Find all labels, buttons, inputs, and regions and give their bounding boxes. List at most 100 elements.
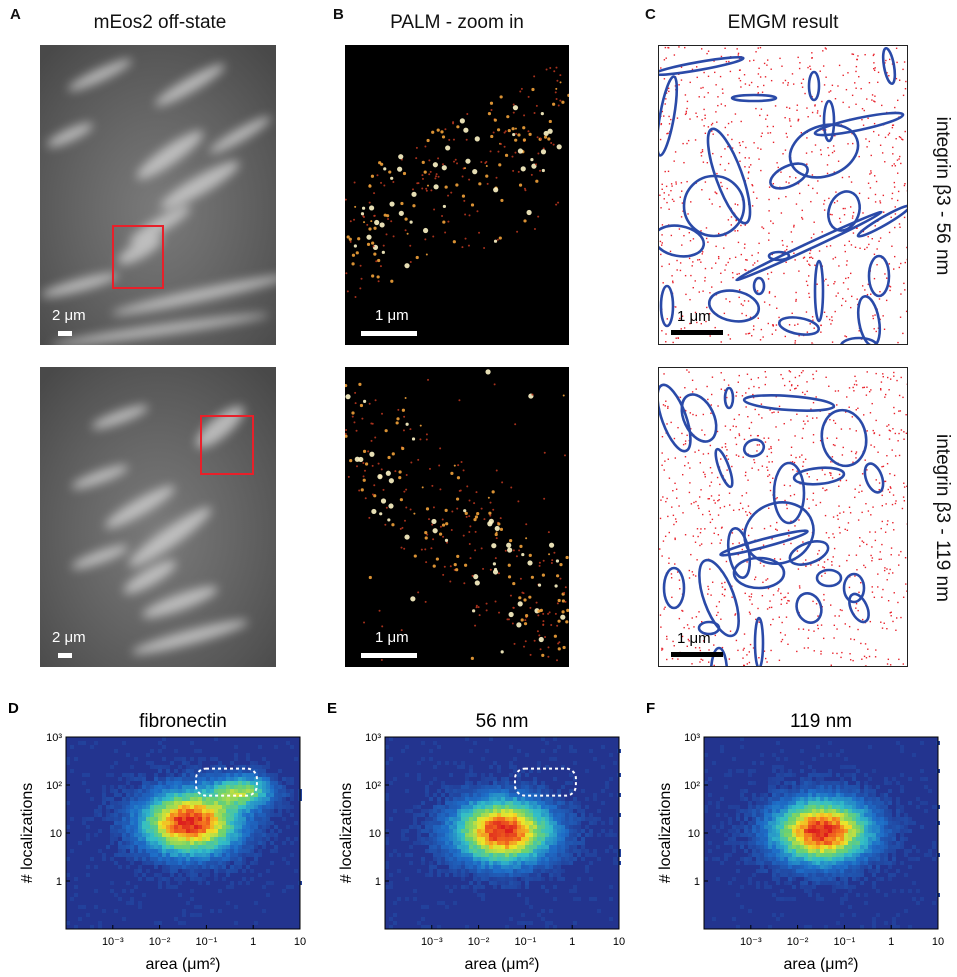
x-tick-label: 10⁻² [149, 936, 171, 948]
x-axis-label: area (μm²) [146, 956, 221, 972]
panel-letter-b: B [333, 6, 344, 23]
cluster-ellipse [881, 47, 897, 84]
y-tick-label: 10 [50, 828, 62, 840]
cluster-ellipse [778, 315, 820, 338]
panel-letter-a: A [10, 6, 21, 23]
panel-title-b: PALM - zoom in [345, 12, 569, 34]
scale-bar-label: 1 μm [375, 629, 409, 646]
palm-image-bottom: 1 μm [345, 367, 569, 667]
cluster-ellipse [755, 618, 763, 667]
x-tick-label: 10⁻³ [102, 936, 124, 948]
cluster-ellipse [869, 256, 889, 296]
x-tick-label: 10⁻³ [421, 936, 443, 948]
scale-bar-label: 2 μm [52, 307, 86, 324]
cluster-ellipse [856, 203, 908, 240]
gaussian-ellipses [659, 47, 908, 345]
cluster-ellipse [734, 558, 784, 588]
scale-bar-label: 1 μm [375, 307, 409, 324]
row-label-top: integrin β3 - 56 nm [931, 106, 953, 286]
cluster-ellipse [659, 222, 706, 260]
x-tick-label: 10⁻² [787, 936, 809, 948]
y-tick-label: 10³ [684, 732, 700, 744]
x-tick-label: 1 [569, 936, 575, 948]
y-axis-label: # localizations [19, 783, 36, 884]
x-tick-label: 10 [613, 936, 625, 948]
x-axis-label: area (μm²) [784, 956, 859, 972]
panel-letter: F [646, 700, 655, 717]
x-axis-label: area (μm²) [465, 956, 540, 972]
micrograph-top: 2 μm [40, 45, 276, 345]
y-tick-label: 1 [694, 876, 700, 888]
x-tick-label: 10 [294, 936, 306, 948]
cluster-ellipse [684, 176, 744, 236]
gaussian-ellipses [659, 381, 887, 667]
cluster-ellipse [735, 209, 883, 282]
x-tick-label: 1 [888, 936, 894, 948]
scale-bar [361, 653, 417, 658]
panel-letter: D [8, 700, 19, 717]
x-tick-label: 10 [932, 936, 944, 948]
scale-bar [361, 331, 417, 336]
y-tick-label: 10² [684, 780, 700, 792]
cluster-ellipse [774, 463, 804, 523]
cluster-ellipse [809, 72, 819, 100]
cluster-ellipse [845, 591, 872, 625]
zoom-region-box [112, 225, 164, 289]
micrograph-bottom: 2 μm [40, 367, 276, 667]
x-tick-label: 10⁻¹ [196, 936, 218, 948]
row-label-bottom: integrin β3 - 119 nm [931, 428, 953, 608]
cluster-ellipse [744, 393, 835, 413]
x-tick-label: 1 [250, 936, 256, 948]
chart-title: 56 nm [476, 711, 529, 732]
x-tick-label: 10⁻¹ [515, 936, 537, 948]
cluster-ellipse [754, 278, 764, 294]
cluster-ellipse [711, 648, 727, 667]
panel-title-a: mEos2 off-state [40, 12, 280, 34]
emgm-plot-bottom: 1 μm [658, 367, 908, 667]
panel-letter: E [327, 700, 337, 717]
cluster-ellipse [793, 590, 826, 626]
cluster-ellipse [817, 407, 870, 470]
x-tick-label: 10⁻² [468, 936, 490, 948]
cluster-ellipse [815, 261, 823, 321]
zoom-region-box [200, 415, 254, 475]
cluster-ellipse [659, 75, 681, 156]
cluster-ellipse [817, 570, 841, 586]
localization-points [659, 369, 908, 667]
cluster-ellipse [675, 389, 723, 447]
palm-image-top: 1 μm [345, 45, 569, 345]
y-axis-label: # localizations [338, 783, 355, 884]
scale-bar-label: 1 μm [677, 308, 711, 325]
cluster-ellipse [712, 447, 735, 488]
localization-speckles [345, 369, 569, 661]
scale-bar [671, 652, 723, 657]
cluster-ellipse [664, 568, 684, 608]
cluster-ellipse [661, 286, 673, 326]
y-tick-label: 1 [375, 876, 381, 888]
y-tick-label: 1 [56, 876, 62, 888]
panel-letter-c: C [645, 6, 656, 23]
y-tick-label: 10³ [365, 732, 381, 744]
cluster-ellipse [659, 54, 744, 78]
cluster-ellipse [787, 537, 831, 569]
cluster-ellipse [707, 287, 761, 325]
chart-title: 119 nm [790, 711, 852, 732]
scale-bar-label: 2 μm [52, 629, 86, 646]
cluster-ellipse [659, 381, 697, 455]
scale-bar-label: 1 μm [677, 630, 711, 647]
y-axis-label: # localizations [657, 783, 674, 884]
y-tick-label: 10 [688, 828, 700, 840]
cluster-ellipse [725, 388, 733, 408]
scale-bar [671, 330, 723, 335]
cluster-ellipse [841, 338, 877, 345]
panel-title-c: EMGM result [658, 12, 908, 34]
y-tick-label: 10³ [46, 732, 62, 744]
emgm-plot-top: 1 μm [658, 45, 908, 345]
scale-bar [58, 653, 72, 658]
scale-bar [58, 331, 72, 336]
cluster-ellipse [767, 158, 812, 193]
y-tick-label: 10² [46, 780, 62, 792]
